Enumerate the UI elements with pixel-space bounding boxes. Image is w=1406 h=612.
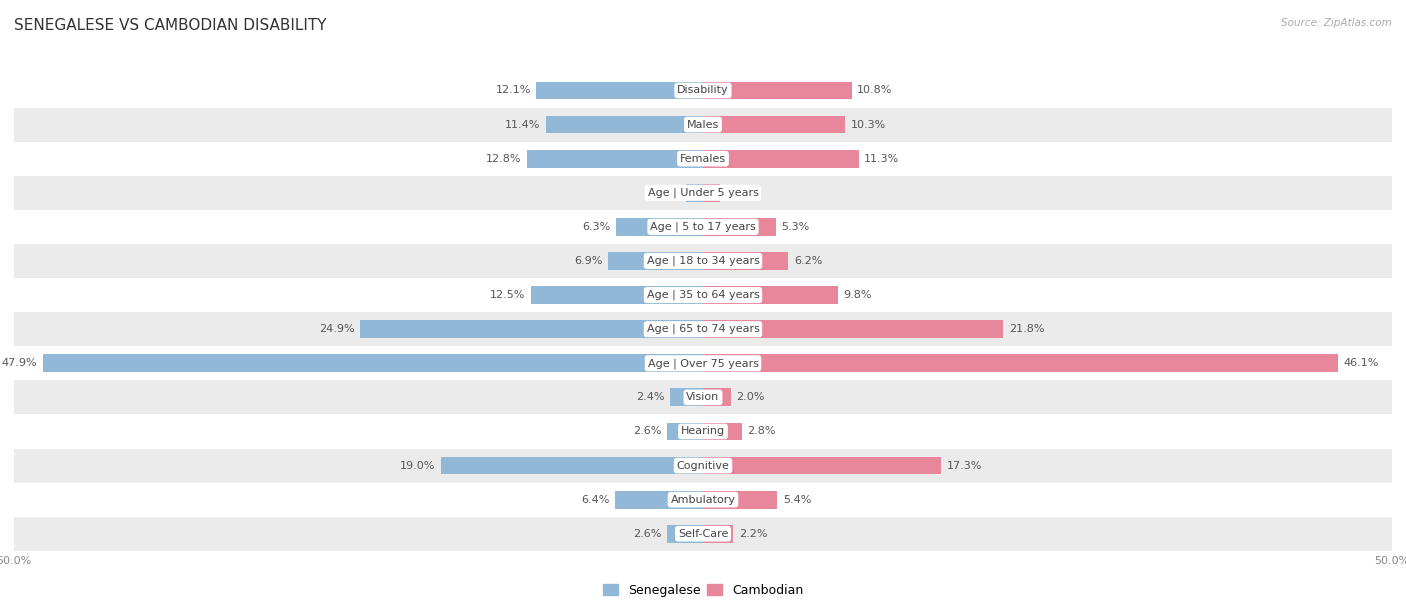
Bar: [703, 423, 741, 440]
Bar: [703, 218, 776, 236]
Bar: [703, 457, 942, 474]
Text: Age | 5 to 17 years: Age | 5 to 17 years: [650, 222, 756, 232]
Text: Ambulatory: Ambulatory: [671, 494, 735, 505]
Text: Age | 18 to 34 years: Age | 18 to 34 years: [647, 256, 759, 266]
Text: 10.3%: 10.3%: [851, 119, 886, 130]
Bar: [14, 141, 1392, 176]
Bar: [607, 252, 703, 270]
Bar: [14, 176, 1392, 210]
Text: 1.2%: 1.2%: [652, 188, 681, 198]
Bar: [703, 525, 734, 543]
Bar: [703, 150, 859, 168]
Bar: [14, 312, 1392, 346]
Bar: [14, 108, 1392, 141]
Text: 2.2%: 2.2%: [738, 529, 768, 539]
Text: Age | Under 5 years: Age | Under 5 years: [648, 187, 758, 198]
Text: 46.1%: 46.1%: [1344, 358, 1379, 368]
Bar: [14, 278, 1392, 312]
Bar: [531, 286, 703, 304]
Bar: [14, 244, 1392, 278]
Text: Age | Over 75 years: Age | Over 75 years: [648, 358, 758, 368]
Bar: [14, 346, 1392, 380]
Text: 12.5%: 12.5%: [489, 290, 526, 300]
Bar: [14, 380, 1392, 414]
Text: Age | 65 to 74 years: Age | 65 to 74 years: [647, 324, 759, 334]
Text: 11.4%: 11.4%: [505, 119, 540, 130]
Text: 2.4%: 2.4%: [636, 392, 665, 402]
Bar: [614, 491, 703, 509]
Text: SENEGALESE VS CAMBODIAN DISABILITY: SENEGALESE VS CAMBODIAN DISABILITY: [14, 18, 326, 34]
Text: 19.0%: 19.0%: [401, 461, 436, 471]
Bar: [527, 150, 703, 168]
Bar: [546, 116, 703, 133]
Bar: [703, 320, 1004, 338]
Legend: Senegalese, Cambodian: Senegalese, Cambodian: [598, 579, 808, 602]
Bar: [669, 389, 703, 406]
Bar: [14, 73, 1392, 108]
Text: 2.8%: 2.8%: [747, 427, 776, 436]
Text: Males: Males: [688, 119, 718, 130]
Bar: [703, 81, 852, 99]
Text: 9.8%: 9.8%: [844, 290, 872, 300]
Text: 6.3%: 6.3%: [582, 222, 610, 232]
Bar: [668, 525, 703, 543]
Bar: [616, 218, 703, 236]
Bar: [14, 517, 1392, 551]
Text: 2.0%: 2.0%: [737, 392, 765, 402]
Bar: [441, 457, 703, 474]
Text: 21.8%: 21.8%: [1010, 324, 1045, 334]
Text: 12.8%: 12.8%: [485, 154, 522, 163]
Text: 24.9%: 24.9%: [319, 324, 354, 334]
Bar: [44, 354, 703, 372]
Text: Self-Care: Self-Care: [678, 529, 728, 539]
Text: 2.6%: 2.6%: [633, 427, 662, 436]
Bar: [703, 354, 1339, 372]
Text: Hearing: Hearing: [681, 427, 725, 436]
Bar: [360, 320, 703, 338]
Text: 17.3%: 17.3%: [946, 461, 983, 471]
Bar: [703, 286, 838, 304]
Bar: [703, 184, 720, 201]
Text: Age | 35 to 64 years: Age | 35 to 64 years: [647, 290, 759, 300]
Bar: [686, 184, 703, 201]
Text: Vision: Vision: [686, 392, 720, 402]
Text: 1.2%: 1.2%: [725, 188, 754, 198]
Text: 5.3%: 5.3%: [782, 222, 810, 232]
Bar: [14, 210, 1392, 244]
Text: 6.9%: 6.9%: [574, 256, 602, 266]
Text: 2.6%: 2.6%: [633, 529, 662, 539]
Text: 11.3%: 11.3%: [865, 154, 900, 163]
Bar: [14, 449, 1392, 483]
Text: 6.4%: 6.4%: [581, 494, 609, 505]
Text: Females: Females: [681, 154, 725, 163]
Text: 6.2%: 6.2%: [794, 256, 823, 266]
Text: Source: ZipAtlas.com: Source: ZipAtlas.com: [1281, 18, 1392, 28]
Text: 5.4%: 5.4%: [783, 494, 811, 505]
Text: Cognitive: Cognitive: [676, 461, 730, 471]
Bar: [536, 81, 703, 99]
Bar: [703, 116, 845, 133]
Bar: [703, 389, 731, 406]
Bar: [14, 414, 1392, 449]
Bar: [14, 483, 1392, 517]
Text: 10.8%: 10.8%: [858, 86, 893, 95]
Bar: [703, 491, 778, 509]
Bar: [703, 252, 789, 270]
Bar: [668, 423, 703, 440]
Text: 12.1%: 12.1%: [495, 86, 531, 95]
Text: 47.9%: 47.9%: [1, 358, 38, 368]
Text: Disability: Disability: [678, 86, 728, 95]
